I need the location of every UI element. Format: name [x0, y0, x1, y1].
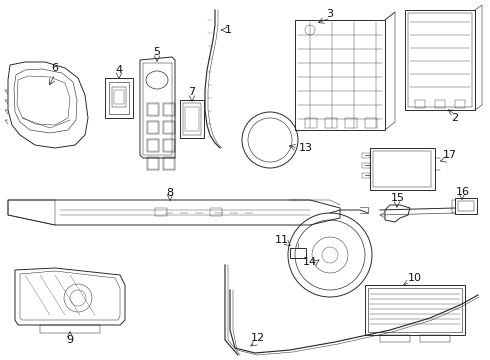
Bar — [147, 103, 159, 116]
Bar — [164, 122, 174, 133]
Bar — [380, 335, 410, 342]
Text: 4: 4 — [116, 65, 122, 75]
Text: 3: 3 — [326, 9, 334, 19]
Bar — [415, 100, 425, 108]
Bar — [373, 151, 431, 187]
Bar — [147, 157, 159, 170]
Bar — [109, 82, 129, 114]
Bar — [163, 157, 175, 170]
Bar — [143, 63, 172, 155]
Bar — [148, 158, 158, 169]
Bar — [164, 158, 174, 169]
Text: 16: 16 — [456, 187, 470, 197]
Bar — [365, 118, 377, 128]
Bar — [305, 118, 317, 128]
Bar — [148, 104, 158, 115]
Text: 5: 5 — [153, 47, 161, 57]
Bar — [163, 121, 175, 134]
Bar — [163, 103, 175, 116]
Bar — [290, 248, 306, 258]
Bar — [420, 335, 450, 342]
Text: 14: 14 — [303, 257, 317, 267]
Bar — [458, 201, 474, 211]
Bar — [362, 173, 370, 178]
Text: 6: 6 — [51, 63, 58, 73]
Bar — [155, 208, 167, 216]
Text: 12: 12 — [251, 333, 265, 343]
Bar — [368, 288, 462, 332]
Bar — [408, 13, 472, 107]
Bar — [455, 198, 477, 214]
Text: 10: 10 — [408, 273, 422, 283]
Bar — [362, 153, 370, 158]
Text: 8: 8 — [167, 188, 173, 198]
Bar — [435, 100, 445, 108]
Text: 15: 15 — [391, 193, 405, 203]
Text: 2: 2 — [451, 113, 459, 123]
Bar — [180, 100, 204, 138]
Bar — [362, 163, 370, 168]
Bar — [163, 139, 175, 152]
Text: 11: 11 — [275, 235, 289, 245]
Bar — [164, 140, 174, 151]
Bar — [185, 107, 199, 131]
Bar — [105, 78, 133, 118]
Bar — [147, 139, 159, 152]
Bar — [345, 118, 357, 128]
Bar — [405, 10, 475, 110]
Bar — [147, 121, 159, 134]
Bar — [114, 90, 124, 104]
Text: 17: 17 — [443, 150, 457, 160]
Text: 9: 9 — [67, 335, 74, 345]
Bar — [40, 325, 100, 333]
Bar — [365, 285, 465, 335]
Bar — [148, 140, 158, 151]
Text: 7: 7 — [189, 87, 196, 97]
Bar — [148, 122, 158, 133]
Bar — [112, 87, 126, 107]
Bar — [210, 208, 222, 216]
Bar — [295, 20, 385, 130]
Bar — [183, 103, 201, 135]
Bar — [455, 100, 465, 108]
Text: 1: 1 — [224, 25, 231, 35]
Bar — [164, 104, 174, 115]
Text: 13: 13 — [299, 143, 313, 153]
Bar — [370, 148, 435, 190]
Bar — [325, 118, 337, 128]
